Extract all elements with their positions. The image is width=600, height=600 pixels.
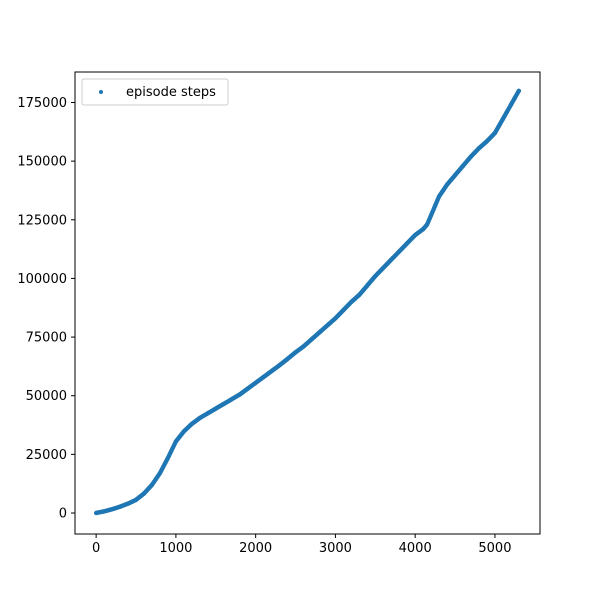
- legend-label: episode steps: [126, 85, 216, 100]
- y-tick-label: 25000: [26, 448, 67, 463]
- legend: episode steps: [81, 78, 229, 106]
- y-tick-label: 150000: [17, 155, 67, 170]
- x-tick-label: 2000: [239, 541, 272, 556]
- y-tick-label: 75000: [26, 331, 67, 346]
- y-axis-ticks: 0 25000 50000 75000 100000 125000 150000 175000: [17, 96, 75, 522]
- x-tick-label: 4000: [399, 541, 432, 556]
- data-point: [516, 88, 522, 93]
- x-tick-label: 0: [92, 541, 100, 556]
- plot-frame: [74, 71, 541, 535]
- y-tick-label: 125000: [17, 213, 67, 228]
- y-tick-label: 100000: [17, 272, 67, 287]
- data-points: [93, 88, 522, 516]
- legend-box: [81, 78, 229, 106]
- plot-background: [75, 72, 540, 534]
- legend-marker: [99, 90, 103, 94]
- x-tick-label: 3000: [319, 541, 352, 556]
- x-tick-label: 5000: [478, 541, 511, 556]
- x-tick-label: 1000: [159, 541, 192, 556]
- x-axis-ticks: 0 1000 2000 3000 4000 5000: [92, 534, 511, 556]
- y-tick-label: 50000: [26, 389, 67, 404]
- y-tick-label: 175000: [17, 96, 67, 111]
- y-tick-label: 0: [59, 507, 67, 522]
